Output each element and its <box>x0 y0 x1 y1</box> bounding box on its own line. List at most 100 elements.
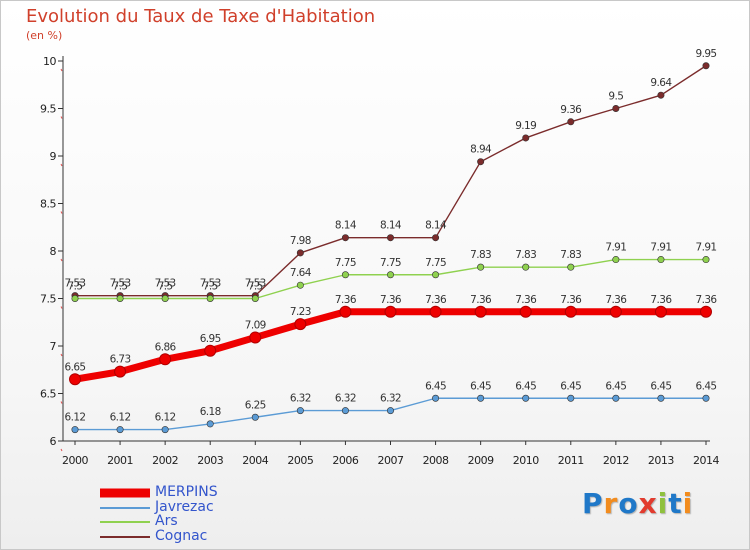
data-label-ars: 7.5 <box>68 281 83 293</box>
data-label-javrezac: 6.45 <box>425 380 446 392</box>
data-point-javrezac <box>206 420 214 428</box>
data-label-merpins: 7.23 <box>290 306 311 318</box>
x-tick-label: 2005 <box>287 454 313 467</box>
data-label-ars: 7.75 <box>335 257 356 269</box>
data-point-cognac <box>296 249 304 257</box>
data-point-cognac <box>657 91 665 99</box>
data-label-cognac: 9.95 <box>696 48 717 60</box>
x-tick-label: 2013 <box>648 454 674 467</box>
x-tick-label: 2001 <box>107 454 133 467</box>
legend-label: Javrezac <box>155 498 214 515</box>
data-label-merpins: 7.36 <box>380 294 402 306</box>
data-point-cognac <box>567 118 575 126</box>
legend-label: MERPINS <box>155 484 218 500</box>
x-tick-label: 2006 <box>332 454 358 467</box>
data-label-merpins: 7.36 <box>650 294 672 306</box>
legend-swatch <box>100 535 150 538</box>
data-label-ars: 7.64 <box>290 267 312 279</box>
legend-label: Ars <box>155 513 178 529</box>
data-point-cognac <box>477 158 485 166</box>
axis-accent-mark <box>60 401 63 404</box>
data-point-ars <box>296 281 304 289</box>
data-point-merpins <box>339 305 352 318</box>
data-point-merpins <box>204 344 217 357</box>
x-tick-label: 2009 <box>468 454 494 467</box>
data-point-javrezac <box>522 394 530 402</box>
data-point-javrezac <box>702 394 710 402</box>
data-point-ars <box>116 294 124 302</box>
data-label-merpins: 7.36 <box>425 294 447 306</box>
data-point-merpins <box>609 305 622 318</box>
y-tick-label: 9.5 <box>40 103 56 116</box>
data-point-cognac <box>341 234 349 242</box>
data-label-cognac: 9.19 <box>515 120 536 132</box>
data-label-ars: 7.91 <box>696 242 717 254</box>
data-label-cognac: 8.14 <box>335 220 357 232</box>
data-point-javrezac <box>477 394 485 402</box>
x-tick-label: 2010 <box>513 454 539 467</box>
axis-accent-mark <box>60 68 63 72</box>
legend-swatch <box>100 488 150 498</box>
x-tick-label: 2002 <box>152 454 178 467</box>
axis-accent-mark <box>60 258 63 262</box>
data-point-ars <box>477 263 485 271</box>
data-label-merpins: 7.36 <box>335 294 357 306</box>
data-label-javrezac: 6.45 <box>605 380 626 392</box>
data-point-ars <box>567 263 575 271</box>
data-label-ars: 7.91 <box>605 242 626 254</box>
logo-letter: x <box>638 487 658 520</box>
data-point-javrezac <box>161 426 169 434</box>
data-point-ars <box>251 294 259 302</box>
data-point-javrezac <box>567 394 575 402</box>
data-point-javrezac <box>116 426 124 434</box>
logo-letter: t <box>668 487 683 520</box>
data-label-javrezac: 6.45 <box>560 380 581 392</box>
data-point-javrezac <box>71 426 79 434</box>
x-tick-label: 2011 <box>558 454 584 467</box>
data-label-ars: 7.5 <box>113 281 128 293</box>
logo-letter: P <box>582 487 604 520</box>
data-point-merpins <box>114 365 127 378</box>
data-point-merpins <box>564 305 577 318</box>
x-tick-label: 2004 <box>242 454 268 467</box>
logo-letter: r <box>603 487 619 520</box>
data-point-cognac <box>386 234 394 242</box>
data-point-ars <box>161 294 169 302</box>
data-point-merpins <box>159 353 172 366</box>
data-point-cognac <box>522 134 530 142</box>
y-tick-label: 10 <box>43 55 56 68</box>
data-label-cognac: 9.64 <box>650 77 672 89</box>
data-label-ars: 7.83 <box>470 249 491 261</box>
data-point-ars <box>702 256 710 264</box>
data-point-merpins <box>700 305 712 318</box>
axis-accent-mark <box>60 448 63 452</box>
data-label-ars: 7.5 <box>203 281 218 293</box>
y-tick-label: 7.5 <box>40 293 56 306</box>
data-label-javrezac: 6.32 <box>335 393 356 405</box>
x-tick-label: 2014 <box>693 454 719 467</box>
logo-letter: o <box>618 487 639 520</box>
y-tick-label: 6 <box>50 435 57 448</box>
data-point-merpins <box>474 305 487 318</box>
data-label-javrezac: 6.12 <box>110 412 131 424</box>
y-tick-label: 9 <box>50 150 57 163</box>
data-label-merpins: 6.73 <box>110 354 131 366</box>
data-label-javrezac: 6.45 <box>470 380 491 392</box>
data-point-ars <box>657 256 665 264</box>
data-label-cognac: 7.53 <box>65 278 86 290</box>
data-point-ars <box>612 256 620 264</box>
y-tick-label: 8 <box>50 245 57 258</box>
data-label-cognac: 9.5 <box>608 91 623 103</box>
data-label-javrezac: 6.12 <box>65 412 86 424</box>
data-label-ars: 7.83 <box>515 249 536 261</box>
data-label-javrezac: 6.32 <box>380 393 401 405</box>
data-label-merpins: 7.36 <box>560 294 582 306</box>
data-point-merpins <box>69 373 81 386</box>
data-label-javrezac: 6.25 <box>245 399 266 411</box>
data-point-cognac <box>702 62 710 70</box>
data-label-merpins: 7.36 <box>470 294 492 306</box>
data-label-cognac: 7.53 <box>110 278 131 290</box>
legend-swatch <box>100 506 150 509</box>
data-point-ars <box>341 271 349 279</box>
data-point-cognac <box>432 234 440 242</box>
